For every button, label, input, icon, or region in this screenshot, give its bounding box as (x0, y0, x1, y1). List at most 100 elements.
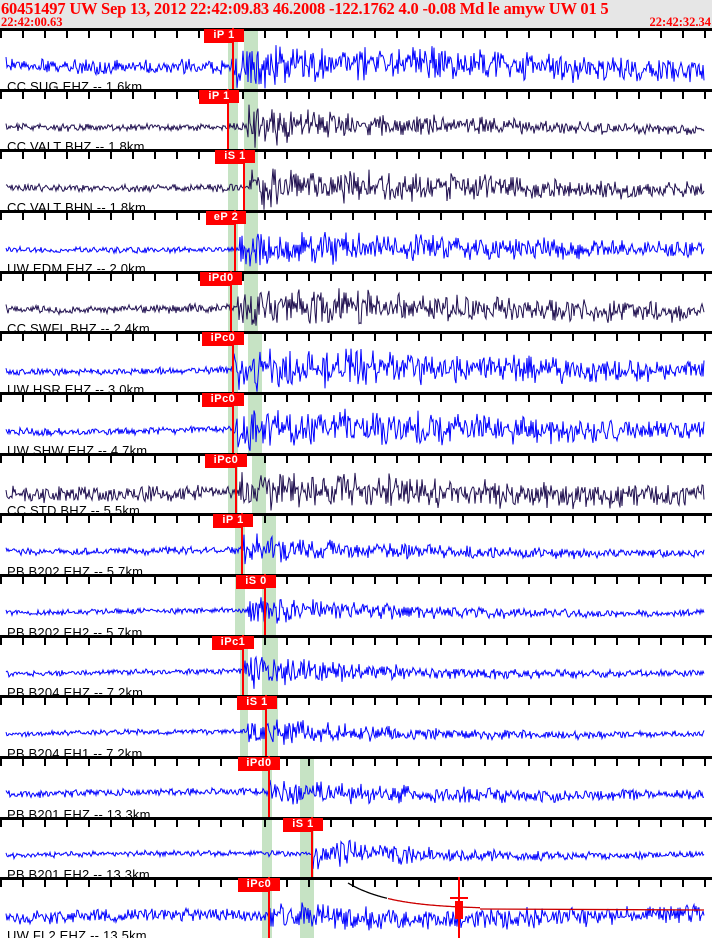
phase-pick-label[interactable]: iPd0 (200, 271, 242, 285)
coda-decay-curve (347, 882, 705, 911)
phase-pick-line[interactable] (232, 28, 234, 89)
channel-label: PB B202 EH2 -- 5.7km (7, 624, 143, 635)
waveform (5, 231, 705, 267)
amplitude-marker-tick (450, 897, 468, 900)
phase-pick-line[interactable] (243, 149, 245, 210)
time-window-band (228, 270, 238, 332)
phase-pick-connector (236, 586, 264, 589)
phase-pick-line[interactable] (268, 877, 270, 938)
trace-axis-line (0, 28, 712, 31)
waveform (5, 654, 705, 689)
trace-axis-line (0, 270, 712, 274)
trace-row[interactable]: iS 0 PB B202 EH2 -- 5.7km (0, 573, 712, 635)
phase-pick-line[interactable] (311, 816, 313, 878)
waveform (5, 287, 705, 326)
trace-row[interactable]: iS 1 PB B201 EH2 -- 13.3km (0, 816, 712, 878)
waveform (5, 408, 705, 451)
trace-axis-line (0, 513, 712, 517)
trace-axis-line (0, 149, 712, 153)
trace-axis-line (0, 573, 712, 577)
trace-row[interactable]: iS 1 CC VALT BHN -- 1.8km (0, 149, 712, 210)
trace-axis-line (0, 634, 712, 638)
trace-row[interactable]: iP 1 CC VALT BHZ -- 1.8km (0, 88, 712, 150)
time-window-band (240, 695, 248, 756)
phase-pick-label[interactable]: iPc0 (238, 878, 280, 892)
waveform (5, 471, 705, 511)
time-window-band (300, 816, 314, 878)
phase-pick-connector (237, 708, 265, 711)
phase-pick-label[interactable]: iS 1 (237, 696, 277, 710)
time-window-band (262, 513, 276, 574)
phase-pick-line[interactable] (230, 270, 232, 332)
channel-label: CC SWFL BHZ -- 2.4km (7, 321, 150, 332)
axis-tick-marks (0, 394, 712, 402)
time-window-band (228, 452, 238, 514)
phase-pick-label[interactable]: iS 1 (215, 150, 255, 164)
window-start-time: 22:42:00.63 (1, 15, 63, 29)
phase-pick-connector (202, 404, 232, 407)
phase-pick-line[interactable] (268, 755, 270, 817)
phase-pick-label[interactable]: iPc0 (205, 453, 247, 467)
channel-label: PB B202 EHZ -- 5.7km (7, 563, 144, 574)
trace-row[interactable]: iPd0 CC SWFL BHZ -- 2.4km (0, 270, 712, 332)
channel-label: CC STD BHZ -- 5.5km (7, 503, 141, 514)
phase-pick-label[interactable]: iPc1 (212, 635, 254, 649)
channel-label: CC VALT BHZ -- 1.8km (7, 139, 145, 150)
phase-pick-label[interactable]: eP 2 (206, 210, 246, 224)
time-window-band (228, 149, 238, 210)
time-window-band (235, 513, 245, 574)
time-window-band (244, 209, 258, 271)
phase-pick-label[interactable]: iP 1 (204, 29, 244, 42)
trace-axis-line (0, 816, 712, 820)
waveform (5, 168, 705, 210)
phase-pick-connector (238, 768, 268, 771)
phase-pick-connector (200, 283, 230, 286)
trace-axis-line (0, 695, 712, 699)
waveform (5, 104, 705, 148)
trace-row[interactable]: iP 1 CC SUG EHZ -- 1.6km (0, 28, 712, 89)
phase-pick-line[interactable] (265, 695, 267, 756)
phase-pick-label[interactable]: iS 1 (283, 817, 323, 831)
trace-row[interactable]: iPc0 CC STD BHZ -- 5.5km (0, 452, 712, 514)
phase-pick-label[interactable]: iPc0 (202, 392, 244, 406)
phase-pick-line[interactable] (241, 513, 243, 574)
phase-pick-line[interactable] (264, 573, 266, 635)
phase-pick-line[interactable] (232, 331, 234, 392)
phase-pick-label[interactable]: iPc0 (202, 332, 244, 346)
trace-row[interactable]: iS 1 PB B204 EH1 -- 7.2km (0, 695, 712, 756)
trace-row[interactable]: iP 1 PB B202 EHZ -- 5.7km (0, 513, 712, 574)
trace-axis-line (0, 391, 712, 395)
trace-row[interactable]: iPc0 UW FL2 EHZ -- 13.5km (0, 877, 712, 938)
phase-pick-line[interactable] (232, 391, 234, 453)
trace-row[interactable]: eP 2 UW EDM EHZ -- 2.0km (0, 209, 712, 271)
event-summary-line: 60451497 UW Sep 13, 2012 22:42:09.83 46.… (1, 0, 609, 18)
channel-label: CC VALT BHN -- 1.8km (7, 199, 147, 210)
phase-pick-label[interactable]: iP 1 (213, 514, 253, 528)
phase-pick-line[interactable] (235, 452, 237, 514)
time-window-band (240, 634, 248, 696)
time-window-band (244, 149, 258, 210)
phase-pick-connector (212, 647, 242, 650)
phase-pick-line[interactable] (227, 88, 229, 150)
phase-pick-label[interactable]: iP 1 (199, 89, 239, 103)
waveform (5, 45, 705, 89)
time-window-band (262, 755, 272, 817)
phase-pick-connector (205, 465, 235, 468)
phase-pick-label[interactable]: iPd0 (238, 756, 280, 770)
waveform (5, 533, 705, 565)
window-end-time: 22:42:32.34 (649, 15, 711, 29)
amplitude-marker-box[interactable] (455, 901, 463, 920)
channel-label: PB B204 EHZ -- 7.2km (7, 685, 144, 696)
trace-row[interactable]: iPc0 UW SHW EHZ -- 4.7km (0, 391, 712, 453)
phase-pick-connector (204, 41, 232, 43)
waveform (5, 779, 705, 805)
trace-row[interactable]: iPc0 UW HSR EHZ -- 3.0km (0, 331, 712, 392)
trace-row[interactable]: iPc1 PB B204 EHZ -- 7.2km (0, 634, 712, 696)
phase-pick-label[interactable]: iS 0 (236, 574, 276, 588)
phase-pick-connector (199, 101, 227, 104)
trace-row[interactable]: iPd0 PB B201 EHZ -- 13.3km (0, 755, 712, 817)
channel-label: CC SUG EHZ -- 1.6km (7, 78, 143, 89)
phase-pick-line[interactable] (242, 634, 244, 696)
waveform (5, 839, 705, 869)
phase-pick-line[interactable] (234, 209, 236, 271)
